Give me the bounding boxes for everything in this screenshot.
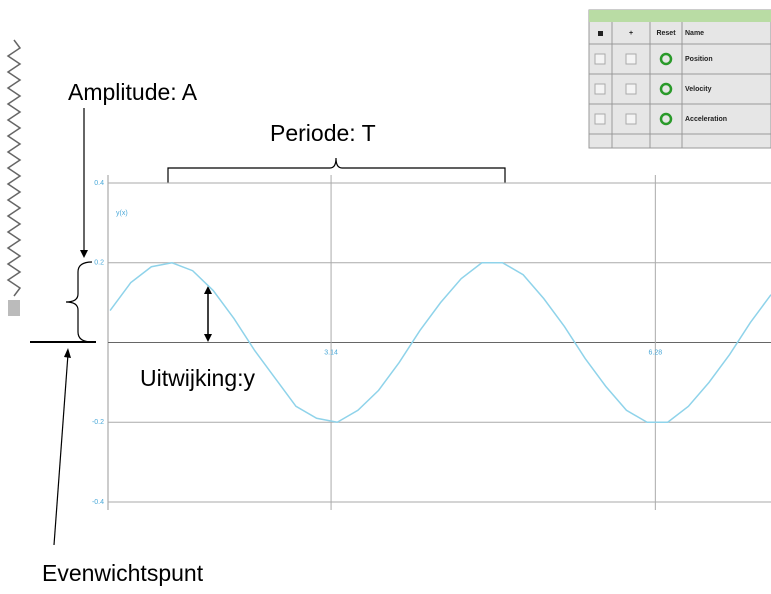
- table-header: Name: [685, 30, 704, 37]
- spring: [8, 40, 20, 296]
- arrow-head: [64, 348, 71, 358]
- x-tick-label: 3.14: [324, 349, 338, 356]
- displacement-label: Uitwijking:y: [140, 365, 256, 391]
- arrow-head: [80, 250, 88, 258]
- equilibrium-arrow: [54, 354, 68, 545]
- mass: [8, 300, 20, 316]
- y-tick-label: 0.4: [94, 180, 104, 187]
- table-header: Reset: [656, 30, 676, 37]
- y-tick-label: -0.4: [92, 499, 104, 506]
- checkbox[interactable]: [626, 114, 636, 124]
- checkbox[interactable]: [626, 84, 636, 94]
- checkbox[interactable]: [595, 84, 605, 94]
- variable-name: Velocity: [685, 86, 712, 93]
- checkbox[interactable]: [595, 114, 605, 124]
- period-brace: [168, 158, 505, 183]
- y-axis-label: y(x): [116, 210, 128, 217]
- x-tick-label: 6.28: [649, 349, 663, 356]
- y-tick-label: 0.2: [94, 260, 104, 267]
- amplitude-label: Amplitude: A: [68, 79, 198, 105]
- checkbox[interactable]: [626, 54, 636, 64]
- page: Amplitude: A Periode: T Uitwijking:y Eve…: [0, 0, 771, 589]
- period-label: Periode: T: [270, 120, 376, 146]
- variable-table: + Reset Name Position Velocity Acceleratio…: [589, 10, 771, 148]
- variable-name: Acceleration: [685, 116, 727, 123]
- y-tick-label: -0.2: [92, 419, 104, 426]
- checkbox[interactable]: [595, 54, 605, 64]
- chart: -0.4 -0.2 0.2 0.4 3.14 6.28 y(x): [92, 175, 771, 510]
- variable-name: Position: [685, 56, 713, 63]
- table-header: +: [629, 30, 633, 37]
- amplitude-brace: [66, 262, 92, 342]
- equilibrium-label: Evenwichtspunt: [42, 560, 204, 586]
